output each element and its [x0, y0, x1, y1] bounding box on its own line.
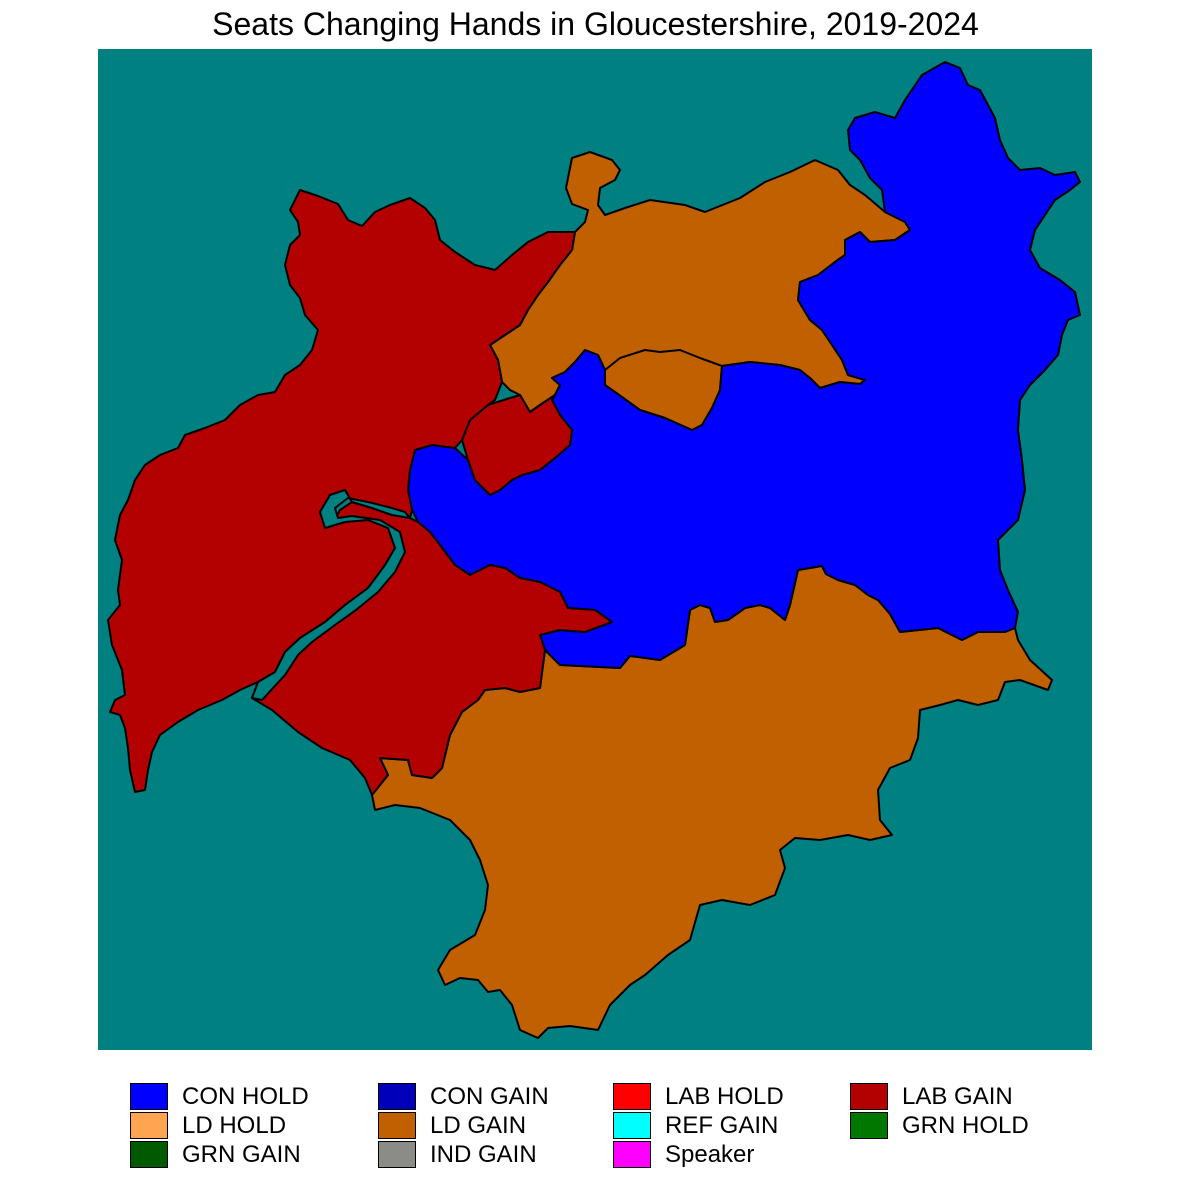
legend-item-ind-gain[interactable]: IND GAIN: [378, 1140, 537, 1169]
legend-swatch-ld-gain: [378, 1112, 416, 1139]
legend-label-lab-gain: LAB GAIN: [902, 1083, 1013, 1110]
map-svg: [98, 49, 1092, 1050]
legend-swatch-lab-hold: [613, 1083, 651, 1110]
legend-swatch-con-gain: [378, 1083, 416, 1110]
map-title: Seats Changing Hands in Gloucestershire,…: [212, 6, 979, 42]
legend-label-grn-gain: GRN GAIN: [182, 1141, 301, 1168]
legend-swatch-lab-gain: [850, 1083, 888, 1110]
legend-item-ref-gain[interactable]: REF GAIN: [613, 1111, 778, 1140]
legend-swatch-grn-hold: [850, 1112, 888, 1139]
legend-item-speaker[interactable]: Speaker: [613, 1140, 754, 1169]
legend-item-con-hold[interactable]: CON HOLD: [130, 1082, 309, 1111]
legend-item-ld-gain[interactable]: LD GAIN: [378, 1111, 526, 1140]
map-panel: [98, 49, 1092, 1050]
legend-item-lab-gain[interactable]: LAB GAIN: [850, 1082, 1013, 1111]
legend-label-con-gain: CON GAIN: [430, 1083, 549, 1110]
legend-label-con-hold: CON HOLD: [182, 1083, 309, 1110]
legend-item-ld-hold[interactable]: LD HOLD: [130, 1111, 286, 1140]
legend-item-con-gain[interactable]: CON GAIN: [378, 1082, 549, 1111]
legend-label-ref-gain: REF GAIN: [665, 1112, 779, 1139]
region-lab-gain-center[interactable]: [461, 394, 573, 496]
legend-label-ld-gain: LD GAIN: [430, 1112, 527, 1139]
legend-swatch-con-hold: [130, 1083, 168, 1110]
legend-item-grn-gain[interactable]: GRN GAIN: [130, 1140, 301, 1169]
legend-label-ind-gain: IND GAIN: [430, 1141, 537, 1168]
river-severn: [251, 489, 411, 701]
legend-swatch-ld-hold: [130, 1112, 168, 1139]
legend-label-lab-hold: LAB HOLD: [665, 1083, 784, 1110]
legend-label-ld-hold: LD HOLD: [182, 1112, 287, 1139]
legend-swatch-ind-gain: [378, 1141, 416, 1168]
legend-item-lab-hold[interactable]: LAB HOLD: [613, 1082, 784, 1111]
legend-swatch-speaker: [613, 1141, 651, 1168]
legend-label-speaker: Speaker: [665, 1141, 755, 1168]
map-legend: CON HOLD LD HOLD GRN GAIN CON GAIN LD GA…: [0, 1080, 1191, 1190]
legend-item-grn-hold[interactable]: GRN HOLD: [850, 1111, 1029, 1140]
legend-swatch-grn-gain: [130, 1141, 168, 1168]
legend-swatch-ref-gain: [613, 1112, 651, 1139]
legend-label-grn-hold: GRN HOLD: [902, 1112, 1029, 1139]
